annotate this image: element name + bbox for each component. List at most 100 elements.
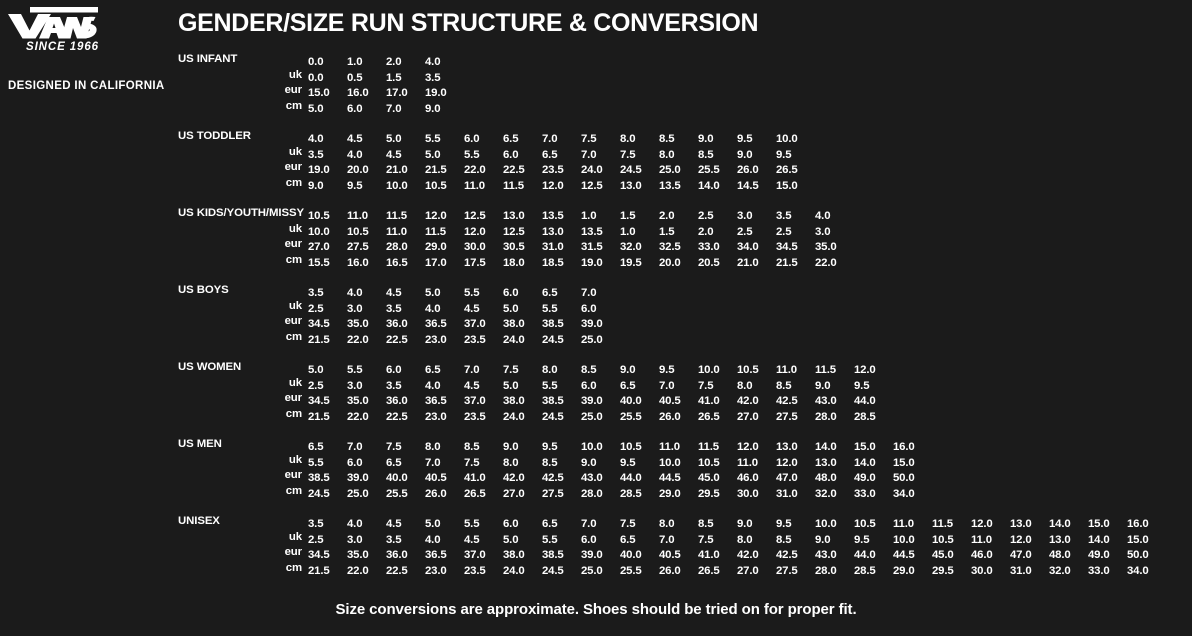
size-cell: 39.0: [347, 472, 369, 484]
size-cell: 2.0: [698, 225, 714, 238]
size-cell: 30.0: [971, 564, 993, 577]
size-cell: 8.0: [659, 148, 675, 161]
row-values: 10.0 10.5 11.0 11.5 12.0 12.5 13.0 13.5 1.0 1.5 2.…: [308, 222, 854, 238]
row-values: 21.5 22.0 22.5 23.0 23.5 24.0 24.5 25.0 25.5 26.0…: [308, 561, 1166, 577]
size-cell: 6.0: [503, 148, 519, 161]
size-cell: 4.0: [347, 148, 363, 161]
size-cell: 19.0: [425, 87, 447, 99]
size-cell: 1.5: [386, 71, 402, 84]
row-label-eur: eur: [284, 469, 303, 481]
size-cell: 9.0: [698, 133, 714, 145]
row-values: 5.0 6.0 7.0 9.0: [308, 99, 464, 115]
size-cell: 14.0: [815, 441, 837, 453]
row-values: 24.5 25.0 25.5 26.0 26.5 27.0 27.5 28.0 28.5 29.0…: [308, 484, 932, 500]
size-cell: 6.5: [503, 133, 519, 145]
size-cell: 2.5: [308, 302, 324, 315]
row-values: 38.5 39.0 40.0 40.5 41.0 42.0 42.5 43.0 44.0 44.5…: [308, 468, 932, 484]
size-cell: 41.0: [464, 472, 486, 484]
size-cell: 29.5: [932, 564, 954, 577]
size-cell: 41.0: [698, 549, 720, 561]
size-cell: 10.0: [698, 364, 720, 376]
size-cell: 18.5: [542, 256, 564, 269]
size-cell: 22.5: [503, 164, 525, 176]
row-values: 19.0 20.0 21.0 21.5 22.0 22.5 23.5 24.0 24.5 25.0…: [308, 160, 815, 176]
size-cell: 4.0: [425, 56, 441, 68]
size-cell: 42.0: [503, 472, 525, 484]
size-cell: 30.5: [503, 241, 525, 253]
row-values: 2.5 3.0 3.5 4.0 4.5 5.0 5.5 6.0 6.5 7.0 7.5 8.0 8.5 9…: [308, 376, 893, 392]
size-cell: 10.0: [308, 225, 330, 238]
size-cell: 26.5: [776, 164, 798, 176]
size-cell: 22.0: [347, 564, 369, 577]
size-cell: 5.0: [386, 133, 402, 145]
section-title: US KIDS/YOUTH/MISSY: [178, 207, 304, 219]
brand-since-label: SINCE 1966: [26, 41, 99, 53]
size-cell: 7.5: [620, 148, 636, 161]
size-cell: 23.0: [425, 564, 447, 577]
size-cell: 40.5: [425, 472, 447, 484]
size-cell: 22.5: [386, 564, 408, 577]
size-cell: 17.0: [425, 256, 447, 269]
table-row: US MEN 6.5 7.0 7.5 8.0 8.5 9.0 9.5 10.0 10.5 11.0 1…: [0, 437, 1192, 453]
size-cell: 2.0: [386, 56, 402, 68]
size-cell: 13.5: [581, 225, 603, 238]
row-label-eur: eur: [284, 392, 303, 404]
size-cell: 24.0: [503, 410, 525, 423]
size-cell: 31.0: [542, 241, 564, 253]
size-cell: 16.0: [1127, 518, 1149, 530]
size-cell: 27.5: [347, 241, 369, 253]
row-label-cm: cm: [285, 330, 302, 343]
size-cell: 6.0: [347, 102, 363, 115]
row-values: 0.0 0.5 1.5 3.5: [308, 68, 464, 84]
size-cell: 3.0: [815, 225, 831, 238]
size-cell: 34.5: [308, 549, 330, 561]
section-title: US BOYS: [178, 284, 229, 296]
size-cell: 34.5: [776, 241, 798, 253]
size-cell: 7.5: [386, 441, 402, 453]
size-cell: 11.5: [386, 210, 407, 222]
table-row: uk 2.5 3.0 3.5 4.0 4.5 5.0 5.5 6.0: [0, 299, 1192, 315]
size-conversion-table: US INFANT 0.0 1.0 2.0 4.0 uk 0.0 0.5 1.5 3.5 eur 15…: [0, 52, 1192, 577]
row-values: 4.0 4.5 5.0 5.5 6.0 6.5 7.0 7.5 8.0 8.5 9.0 9.5 10.0: [308, 129, 815, 145]
size-cell: 24.0: [503, 333, 525, 346]
row-label-uk: uk: [288, 299, 302, 312]
size-cell: 44.0: [854, 395, 876, 407]
row-label-eur: eur: [284, 315, 303, 327]
size-cell: 35.0: [815, 241, 837, 253]
size-cell: 7.0: [542, 133, 558, 145]
size-cell: 3.5: [776, 210, 792, 222]
size-cell: 0.5: [347, 71, 363, 84]
row-values: 34.5 35.0 36.0 36.5 37.0 38.0 38.5 39.0 40.0 40.5…: [308, 545, 1166, 561]
size-cell: 0.0: [308, 56, 324, 68]
size-cell: 4.0: [425, 533, 441, 546]
size-cell: 4.5: [464, 302, 480, 315]
section-title: US TODDLER: [178, 130, 251, 142]
size-cell: 4.5: [386, 518, 402, 530]
size-cell: 16.5: [386, 256, 408, 269]
size-cell: 1.0: [581, 210, 597, 222]
brand-designed-label: DESIGNED IN CALIFORNIA: [8, 80, 165, 92]
size-cell: 12.0: [1010, 533, 1032, 546]
size-cell: 27.5: [776, 410, 798, 423]
size-cell: 37.0: [464, 395, 486, 407]
size-cell: 39.0: [581, 549, 603, 561]
size-cell: 9.0: [737, 148, 753, 161]
size-cell: 36.0: [386, 318, 408, 330]
size-cell: 4.5: [464, 533, 480, 546]
size-cell: 36.0: [386, 549, 408, 561]
size-cell: 10.0: [581, 441, 603, 453]
table-row: uk 2.5 3.0 3.5 4.0 4.5 5.0 5.5 6.0 6.5 7.0 7.5 8.0 8.…: [0, 376, 1192, 392]
size-cell: 9.0: [503, 441, 519, 453]
size-cell: 32.0: [815, 487, 837, 500]
row-values: 3.5 4.0 4.5 5.0 5.5 6.0 6.5 7.0 7.5 8.0 8.5 9.0 9.5: [308, 145, 815, 161]
size-cell: 24.0: [581, 164, 603, 176]
table-row: cm 9.0 9.5 10.0 10.5 11.0 11.5 12.0 12.5 13.0 13.5…: [0, 176, 1192, 192]
size-cell: 5.0: [308, 364, 324, 376]
size-cell: 4.0: [815, 210, 831, 222]
row-values: 5.0 5.5 6.0 6.5 7.0 7.5 8.0 8.5 9.0 9.5 10.0 10.5 11…: [308, 360, 893, 376]
size-cell: 46.0: [971, 549, 993, 561]
size-cell: 33.0: [854, 487, 876, 500]
size-cell: 3.0: [347, 379, 363, 392]
size-cell: 42.0: [737, 549, 759, 561]
size-cell: 13.5: [659, 179, 681, 192]
